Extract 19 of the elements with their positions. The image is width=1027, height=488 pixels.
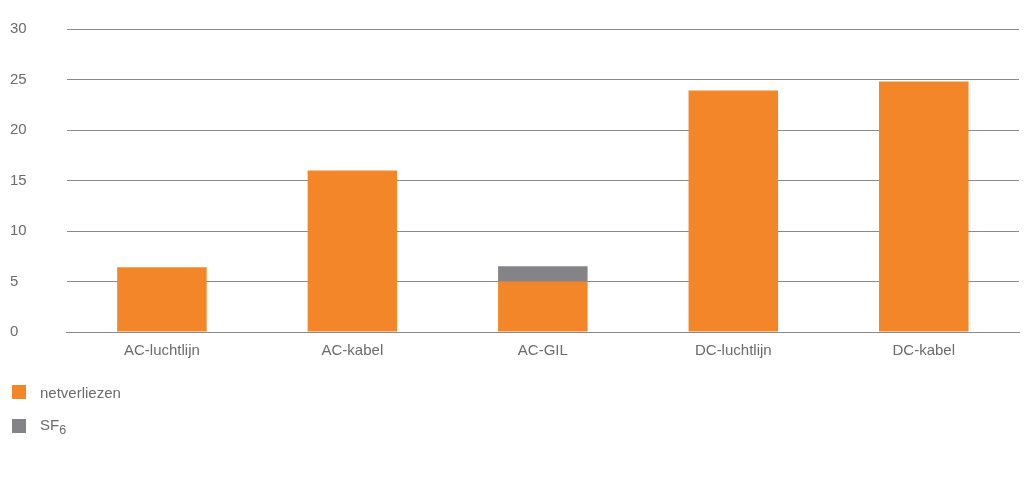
- y-tick-label: 30: [10, 19, 27, 37]
- y-tick-label: 10: [10, 221, 27, 239]
- y-tick-label: 5: [10, 271, 19, 289]
- x-tick-label: AC-kabel: [321, 341, 384, 359]
- bar: [307, 170, 398, 332]
- y-tick-label: 20: [10, 120, 27, 138]
- x-tick-label: DC-kabel: [892, 341, 956, 359]
- y-tick-label: 15: [10, 170, 27, 188]
- x-tick-label: AC-luchtlijn: [123, 341, 200, 359]
- x-tick-label: DC-luchtlijn: [694, 341, 772, 359]
- bar: [117, 267, 207, 332]
- bar: [498, 281, 588, 332]
- bar: [688, 90, 779, 332]
- y-tick-label: 25: [10, 69, 27, 87]
- legend-label: netverliezen: [40, 383, 121, 401]
- y-tick-label: 0: [10, 322, 19, 340]
- x-tick-label: AC-GIL: [517, 341, 568, 359]
- bar: [879, 81, 969, 332]
- legend-label: SF$_{6}$: [40, 415, 67, 437]
